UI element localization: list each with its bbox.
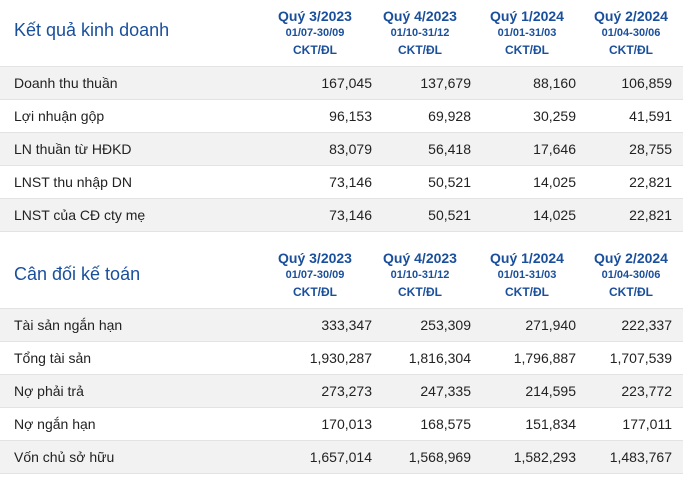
cell-value: 247,335 xyxy=(420,383,471,399)
cell-value: 28,755 xyxy=(629,141,672,157)
column-quarter: Quý 3/2023 xyxy=(278,250,352,266)
table-row[interactable]: LN thuần từ HĐKD 83,079 56,418 17,646 28… xyxy=(0,133,683,166)
cell-value: 17,646 xyxy=(533,141,576,157)
cell-value: 50,521 xyxy=(428,207,471,223)
column-header[interactable]: Quý 3/2023 01/07-30/09 CKT/ĐL xyxy=(265,8,365,59)
row-label: LNST thu nhập DN xyxy=(14,174,133,190)
table-row[interactable]: LNST của CĐ cty mẹ 73,146 50,521 14,025 … xyxy=(0,199,683,232)
cell-value: 167,045 xyxy=(321,75,372,91)
balance-sheet-header: Cân đối kế toán Quý 3/2023 01/07-30/09 C… xyxy=(0,242,683,309)
column-quarter: Quý 2/2024 xyxy=(594,8,668,24)
cell-value: 1,930,287 xyxy=(309,350,372,366)
cell-value: 333,347 xyxy=(321,317,372,333)
row-label: Doanh thu thuần xyxy=(14,75,118,91)
row-label: Tài sản ngắn hạn xyxy=(14,317,123,333)
cell-value: 1,483,767 xyxy=(609,449,672,465)
table-row[interactable]: LNST thu nhập DN 73,146 50,521 14,025 22… xyxy=(0,166,683,199)
column-header[interactable]: Quý 4/2023 01/10-31/12 CKT/ĐL xyxy=(370,250,470,301)
table-row[interactable]: Lợi nhuận gộp 96,153 69,928 30,259 41,59… xyxy=(0,100,683,133)
cell-value: 22,821 xyxy=(629,207,672,223)
cell-value: 1,568,969 xyxy=(408,449,471,465)
cell-value: 73,146 xyxy=(329,207,372,223)
cell-value: 170,013 xyxy=(321,416,372,432)
column-quarter: Quý 1/2024 xyxy=(490,8,564,24)
cell-value: 1,707,539 xyxy=(609,350,672,366)
cell-value: 1,796,887 xyxy=(513,350,576,366)
table-row[interactable]: Tài sản ngắn hạn 333,347 253,309 271,940… xyxy=(0,309,683,342)
cell-value: 56,418 xyxy=(428,141,471,157)
business-results-header: Kết quả kinh doanh Quý 3/2023 01/07-30/0… xyxy=(0,0,683,67)
cell-value: 88,160 xyxy=(533,75,576,91)
cell-value: 50,521 xyxy=(428,174,471,190)
table-row[interactable]: Doanh thu thuần 167,045 137,679 88,160 1… xyxy=(0,67,683,100)
cell-value: 214,595 xyxy=(525,383,576,399)
column-unit: CKT/ĐL xyxy=(609,285,653,299)
column-header[interactable]: Quý 1/2024 01/01-31/03 CKT/ĐL xyxy=(477,8,577,59)
cell-value: 106,859 xyxy=(621,75,672,91)
column-quarter: Quý 1/2024 xyxy=(490,250,564,266)
table-row[interactable]: Vốn chủ sở hữu 1,657,014 1,568,969 1,582… xyxy=(0,441,683,474)
cell-value: 14,025 xyxy=(533,174,576,190)
cell-value: 69,928 xyxy=(428,108,471,124)
cell-value: 1,657,014 xyxy=(309,449,372,465)
column-unit: CKT/ĐL xyxy=(609,43,653,57)
cell-value: 83,079 xyxy=(329,141,372,157)
table-row[interactable]: Tổng tài sản 1,930,287 1,816,304 1,796,8… xyxy=(0,342,683,375)
column-header[interactable]: Quý 3/2023 01/07-30/09 CKT/ĐL xyxy=(265,250,365,301)
cell-value: 30,259 xyxy=(533,108,576,124)
section-title: Cân đối kế toán xyxy=(14,264,141,284)
cell-value: 96,153 xyxy=(329,108,372,124)
column-quarter: Quý 4/2023 xyxy=(383,250,457,266)
cell-value: 1,582,293 xyxy=(513,449,576,465)
column-unit: CKT/ĐL xyxy=(398,285,442,299)
row-label: Lợi nhuận gộp xyxy=(14,108,105,124)
column-quarter: Quý 4/2023 xyxy=(383,8,457,24)
cell-value: 151,834 xyxy=(525,416,576,432)
cell-value: 73,146 xyxy=(329,174,372,190)
column-range: 01/04-30/06 xyxy=(601,269,661,281)
cell-value: 273,273 xyxy=(321,383,372,399)
column-range: 01/07-30/09 xyxy=(285,269,345,281)
column-header[interactable]: Quý 4/2023 01/10-31/12 CKT/ĐL xyxy=(370,8,470,59)
row-label: Tổng tài sản xyxy=(14,350,92,366)
column-header[interactable]: Quý 2/2024 01/04-30/06 CKT/ĐL xyxy=(581,8,681,59)
row-label: LN thuần từ HĐKD xyxy=(14,141,132,157)
table-row[interactable]: Nợ phải trả 273,273 247,335 214,595 223,… xyxy=(0,375,683,408)
balance-sheet-section: Cân đối kế toán Quý 3/2023 01/07-30/09 C… xyxy=(0,242,683,474)
table-row[interactable]: Nợ ngắn hạn 170,013 168,575 151,834 177,… xyxy=(0,408,683,441)
column-range: 01/01-31/03 xyxy=(497,269,557,281)
cell-value: 41,591 xyxy=(629,108,672,124)
column-quarter: Quý 3/2023 xyxy=(278,8,352,24)
row-label: Nợ ngắn hạn xyxy=(14,416,96,432)
column-range: 01/10-31/12 xyxy=(390,27,450,39)
column-header[interactable]: Quý 2/2024 01/04-30/06 CKT/ĐL xyxy=(581,250,681,301)
business-results-section: Kết quả kinh doanh Quý 3/2023 01/07-30/0… xyxy=(0,0,683,232)
column-quarter: Quý 2/2024 xyxy=(594,250,668,266)
row-label: Nợ phải trả xyxy=(14,383,84,399)
section-title: Kết quả kinh doanh xyxy=(14,20,170,40)
cell-value: 253,309 xyxy=(420,317,471,333)
column-range: 01/04-30/06 xyxy=(601,27,661,39)
cell-value: 271,940 xyxy=(525,317,576,333)
column-range: 01/07-30/09 xyxy=(285,27,345,39)
column-unit: CKT/ĐL xyxy=(505,285,549,299)
cell-value: 22,821 xyxy=(629,174,672,190)
cell-value: 223,772 xyxy=(621,383,672,399)
column-unit: CKT/ĐL xyxy=(505,43,549,57)
column-unit: CKT/ĐL xyxy=(293,285,337,299)
column-unit: CKT/ĐL xyxy=(293,43,337,57)
row-label: LNST của CĐ cty mẹ xyxy=(14,207,146,223)
cell-value: 168,575 xyxy=(420,416,471,432)
column-range: 01/01-31/03 xyxy=(497,27,557,39)
row-label: Vốn chủ sở hữu xyxy=(14,449,115,465)
column-unit: CKT/ĐL xyxy=(398,43,442,57)
column-header[interactable]: Quý 1/2024 01/01-31/03 CKT/ĐL xyxy=(477,250,577,301)
cell-value: 177,011 xyxy=(622,416,672,432)
cell-value: 14,025 xyxy=(533,207,576,223)
cell-value: 1,816,304 xyxy=(408,350,471,366)
cell-value: 137,679 xyxy=(420,75,471,91)
cell-value: 222,337 xyxy=(621,317,672,333)
column-range: 01/10-31/12 xyxy=(390,269,450,281)
